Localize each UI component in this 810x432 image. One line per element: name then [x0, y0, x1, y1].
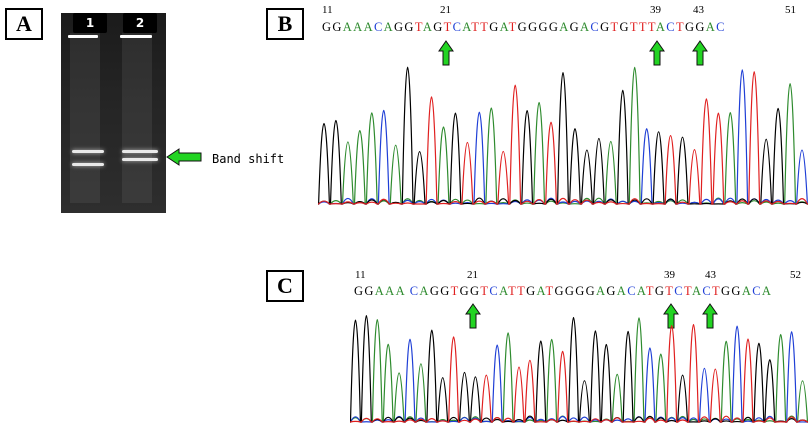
c-position-39: 39 [664, 269, 675, 281]
lane-1-label: 1 [73, 13, 107, 33]
band-shift-arrow [166, 148, 202, 166]
lane-2-band-upper [122, 150, 158, 153]
b-position-51: 51 [785, 4, 796, 16]
b-position-11: 11 [322, 4, 333, 16]
c-chromatogram [350, 315, 808, 423]
band-shift-label: Band shift [212, 152, 285, 166]
b-position-39: 39 [650, 4, 661, 16]
b-chromatogram [318, 66, 808, 205]
c-position-43: 43 [705, 269, 716, 281]
trace-a-line [318, 66, 808, 205]
panel-a-label: A [5, 8, 43, 40]
b-arrow-39 [649, 40, 665, 66]
b-arrow-43 [692, 40, 708, 66]
c-position-21: 21 [467, 269, 478, 281]
c-arrow-21 [465, 303, 481, 329]
b-arrow-21 [438, 40, 454, 66]
c-position-11: 11 [355, 269, 366, 281]
b-base-calls: GGAAACAGGTAGTCATTGATGGGGAGACGTGTTTACTGGA… [322, 20, 726, 34]
trace-t-line [350, 324, 808, 423]
gel-image: 1 2 [61, 13, 166, 213]
c-position-52: 52 [790, 269, 801, 281]
panel-c-label: C [266, 270, 304, 302]
lane-1-band-lower [72, 163, 104, 166]
panel-b-label: B [266, 8, 304, 40]
lane-2-band-lower [122, 158, 158, 161]
lane-1-band-upper [72, 150, 104, 153]
trace-g-line [350, 315, 808, 423]
c-arrow-43 [702, 303, 718, 329]
lane-2-label: 2 [123, 13, 157, 33]
trace-t-line [318, 71, 808, 205]
c-base-calls: GGAAA CAGGTGGTCATTGATGGGGAGACATGTCTACTGG… [354, 284, 773, 298]
b-position-43: 43 [693, 4, 704, 16]
b-position-21: 21 [440, 4, 451, 16]
trace-a-line [350, 317, 808, 423]
